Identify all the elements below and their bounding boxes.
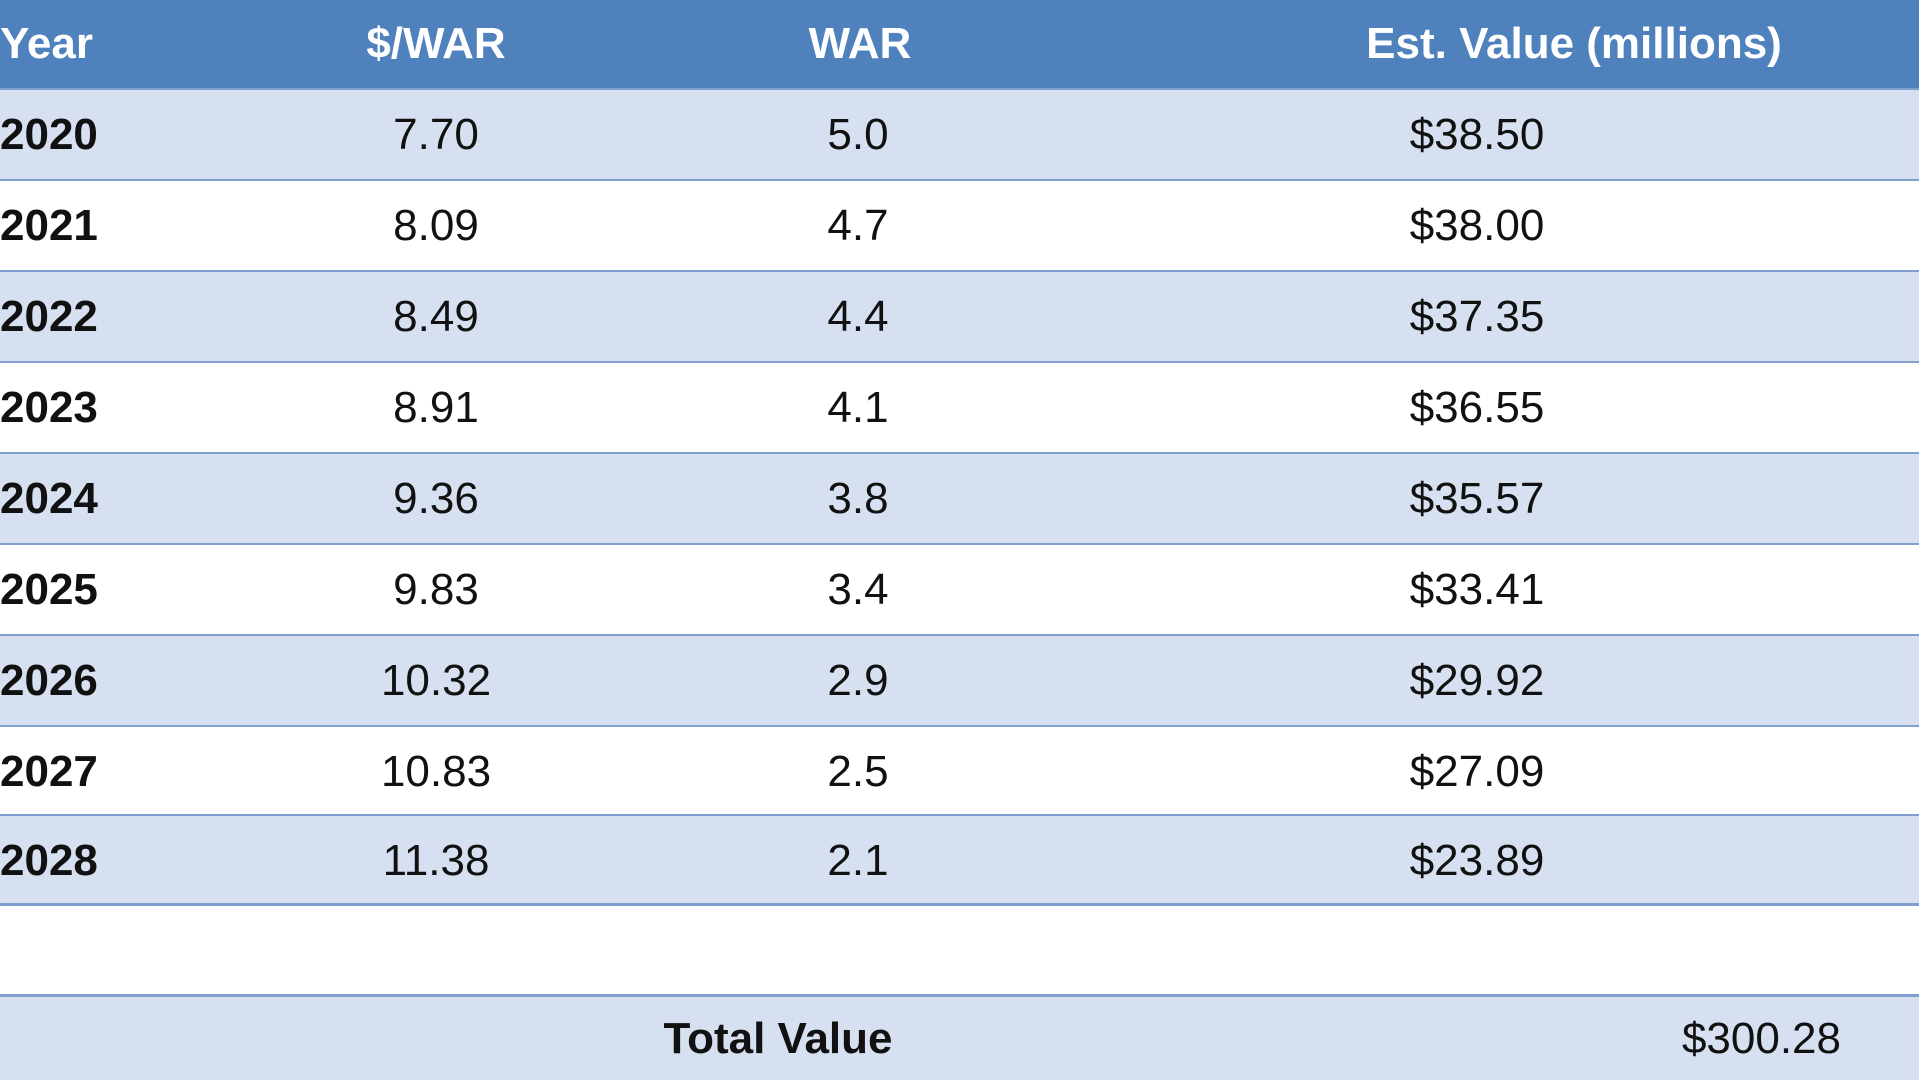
dollars-per-war-cell: 7.70: [393, 109, 479, 159]
header-year: Year: [0, 19, 93, 68]
table-row: 2023 8.91 4.1 $36.55: [0, 361, 1919, 452]
total-label: Total Value: [663, 1013, 893, 1063]
table-row: 2022 8.49 4.4 $37.35: [0, 270, 1919, 361]
year-cell: 2023: [0, 382, 98, 432]
table-row: 2020 7.70 5.0 $38.50: [0, 88, 1919, 179]
war-cell: 3.8: [827, 473, 889, 523]
table-bottom-border: [0, 903, 1919, 906]
est-value-cell: $27.09: [1409, 746, 1545, 796]
table-row: 2024 9.36 3.8 $35.57: [0, 452, 1919, 543]
header-dollars-per-war: $/WAR: [366, 19, 506, 68]
est-value-cell: $36.55: [1409, 382, 1545, 432]
year-cell: 2021: [0, 200, 98, 250]
est-value-cell: $37.35: [1409, 291, 1545, 341]
table-row: 2027 10.83 2.5 $27.09: [0, 725, 1919, 816]
est-value-cell: $35.57: [1409, 473, 1545, 523]
war-cell: 4.1: [827, 382, 889, 432]
war-cell: 2.9: [827, 655, 889, 705]
year-cell: 2028: [0, 835, 98, 885]
total-value: $300.28: [1681, 1013, 1841, 1063]
war-cell: 4.7: [827, 200, 889, 250]
est-value-cell: $38.50: [1409, 109, 1545, 159]
header-est-value: Est. Value (millions): [1366, 19, 1782, 68]
table-header-row: Year $/WAR WAR Est. Value (millions): [0, 0, 1919, 88]
year-cell: 2020: [0, 109, 98, 159]
dollars-per-war-cell: 8.91: [393, 382, 479, 432]
table-row: 2026 10.32 2.9 $29.92: [0, 634, 1919, 725]
dollars-per-war-cell: 8.49: [393, 291, 479, 341]
est-value-cell: $38.00: [1409, 200, 1545, 250]
est-value-cell: $29.92: [1409, 655, 1545, 705]
year-cell: 2026: [0, 655, 98, 705]
dollars-per-war-cell: 9.36: [393, 473, 479, 523]
dollars-per-war-cell: 9.83: [393, 564, 479, 614]
year-cell: 2027: [0, 746, 98, 796]
dollars-per-war-cell: 11.38: [382, 835, 490, 885]
total-row: Total Value $300.28: [0, 994, 1919, 1080]
year-cell: 2024: [0, 473, 98, 523]
table-row: 2025 9.83 3.4 $33.41: [0, 543, 1919, 634]
table-row: 2021 8.09 4.7 $38.00: [0, 179, 1919, 270]
war-cell: 4.4: [827, 291, 889, 341]
war-cell: 2.1: [827, 835, 889, 885]
est-value-cell: $33.41: [1409, 564, 1545, 614]
header-war: WAR: [808, 19, 912, 68]
year-cell: 2025: [0, 564, 98, 614]
table-row: 2028 11.38 2.1 $23.89: [0, 814, 1919, 905]
est-value-cell: $23.89: [1409, 835, 1545, 885]
dollars-per-war-cell: 10.83: [380, 746, 492, 796]
dollars-per-war-cell: 10.32: [380, 655, 492, 705]
dollars-per-war-cell: 8.09: [393, 200, 479, 250]
war-cell: 3.4: [827, 564, 889, 614]
war-cell: 2.5: [827, 746, 889, 796]
war-cell: 5.0: [827, 109, 889, 159]
year-cell: 2022: [0, 291, 98, 341]
